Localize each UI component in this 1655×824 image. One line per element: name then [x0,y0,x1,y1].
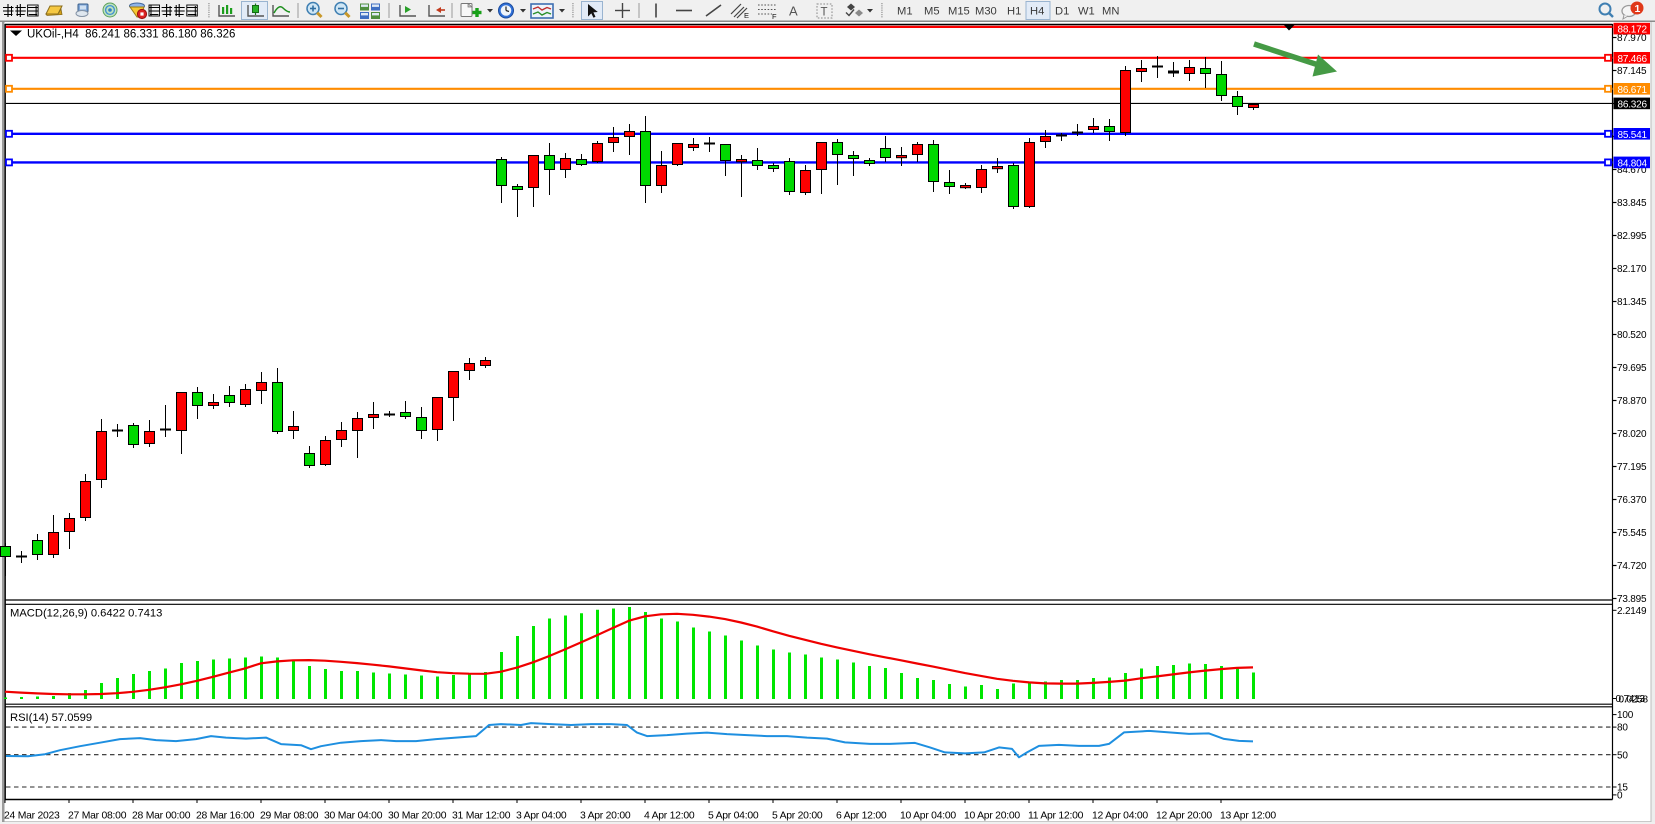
svg-text:D1: D1 [1055,6,1069,18]
svg-text:86.671: 86.671 [1618,85,1648,96]
svg-text:M5: M5 [924,6,940,18]
svg-text:F: F [772,12,777,21]
svg-text:13 Apr 12:00: 13 Apr 12:00 [1220,811,1276,822]
svg-text:30 Mar 04:00: 30 Mar 04:00 [324,811,383,822]
svg-text:MN: MN [1102,6,1119,18]
svg-text:E: E [744,11,749,20]
svg-text:M1: M1 [897,6,913,18]
svg-text:A: A [789,4,798,19]
svg-text:87.970: 87.970 [1617,33,1647,44]
svg-text:85.541: 85.541 [1618,130,1648,141]
svg-text:11 Apr 12:00: 11 Apr 12:00 [1028,811,1084,822]
svg-text:30 Mar 20:00: 30 Mar 20:00 [388,811,447,822]
svg-text:73.895: 73.895 [1617,594,1647,605]
svg-text:H1: H1 [1007,6,1021,18]
svg-text:76.370: 76.370 [1617,495,1647,506]
svg-text:83.845: 83.845 [1617,198,1647,209]
svg-text:UKOil-,H4 86.241 86.331 86.18: UKOil-,H4 86.241 86.331 86.180 86.326 [27,29,235,41]
svg-text:W1: W1 [1078,6,1095,18]
svg-text:0: 0 [1617,791,1623,802]
svg-text:H4: H4 [1030,6,1044,18]
svg-text:27 Mar 08:00: 27 Mar 08:00 [68,811,127,822]
svg-text:RSI(14) 57.0599: RSI(14) 57.0599 [10,712,92,724]
svg-text:12 Apr 04:00: 12 Apr 04:00 [1092,811,1148,822]
svg-text:M15: M15 [948,6,970,18]
svg-text:10 Apr 20:00: 10 Apr 20:00 [964,811,1020,822]
svg-text:2.2149: 2.2149 [1617,606,1647,617]
svg-text:50: 50 [1617,750,1628,761]
svg-text:87.145: 87.145 [1617,66,1647,77]
svg-text:74.720: 74.720 [1617,561,1647,572]
svg-text:1: 1 [1635,3,1641,15]
svg-text:82.995: 82.995 [1617,231,1647,242]
svg-text:80.520: 80.520 [1617,330,1647,341]
svg-text:31 Mar 12:00: 31 Mar 12:00 [452,811,511,822]
svg-text:81.345: 81.345 [1617,297,1647,308]
svg-text:28 Mar 00:00: 28 Mar 00:00 [132,811,191,822]
svg-text:77.195: 77.195 [1617,462,1647,473]
svg-text:79.695: 79.695 [1617,363,1647,374]
svg-text:100: 100 [1617,710,1634,721]
svg-text:12 Apr 20:00: 12 Apr 20:00 [1156,811,1212,822]
svg-text:84.670: 84.670 [1617,165,1647,176]
svg-text:M30: M30 [975,6,997,18]
svg-text:78.870: 78.870 [1617,396,1647,407]
svg-text:4 Apr 12:00: 4 Apr 12:00 [644,811,695,822]
svg-text:29 Mar 08:00: 29 Mar 08:00 [260,811,319,822]
svg-text:80: 80 [1617,723,1628,734]
svg-text:3 Apr 20:00: 3 Apr 20:00 [580,811,631,822]
svg-text:28 Mar 16:00: 28 Mar 16:00 [196,811,255,822]
svg-text:3 Apr 04:00: 3 Apr 04:00 [516,811,567,822]
svg-text:10 Apr 04:00: 10 Apr 04:00 [900,811,956,822]
svg-text:15: 15 [1617,783,1628,794]
svg-text:MACD(12,26,9) 0.6422 0.7413: MACD(12,26,9) 0.6422 0.7413 [10,608,162,620]
svg-text:84.804: 84.804 [1618,158,1648,169]
svg-text:78.020: 78.020 [1617,429,1647,440]
svg-text:5 Apr 04:00: 5 Apr 04:00 [708,811,759,822]
svg-text:T: T [821,7,828,19]
svg-text:0.7413: 0.7413 [1616,694,1646,705]
svg-text:82.170: 82.170 [1617,264,1647,275]
svg-text:87.466: 87.466 [1618,54,1648,65]
svg-text:86.326: 86.326 [1618,99,1648,110]
svg-text:75.545: 75.545 [1617,528,1647,539]
svg-text:88.172: 88.172 [1618,25,1648,36]
svg-text:24 Mar 2023: 24 Mar 2023 [4,811,60,822]
svg-text:0.0258: 0.0258 [1619,694,1649,705]
svg-text:6 Apr 12:00: 6 Apr 12:00 [836,811,887,822]
svg-text:5 Apr 20:00: 5 Apr 20:00 [772,811,823,822]
